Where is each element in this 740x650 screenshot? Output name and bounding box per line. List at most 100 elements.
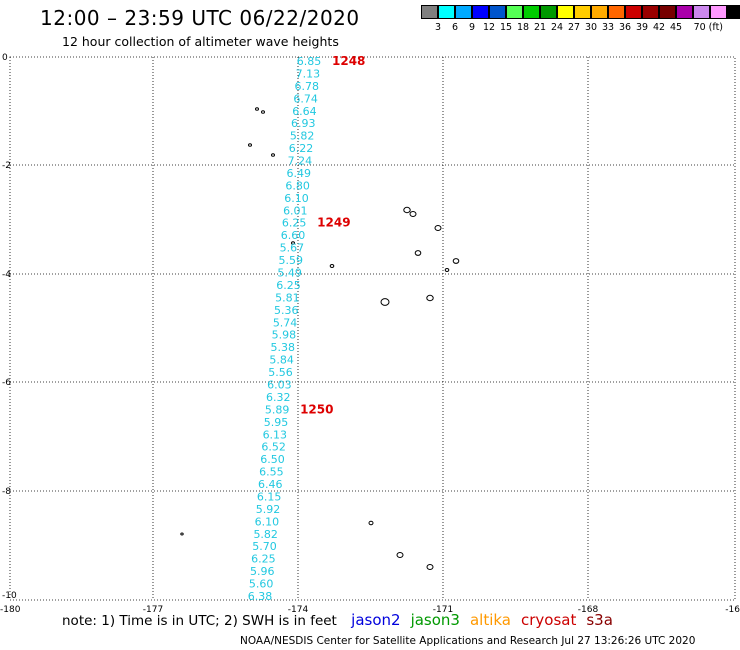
swh-value: 6.52	[261, 441, 286, 454]
note-text: note: 1) Time is in UTC; 2) SWH is in fe…	[62, 613, 337, 629]
island-outline	[452, 258, 460, 264]
island-outline	[434, 224, 442, 232]
colorbar-swatch	[574, 5, 591, 19]
orbit-number: 1249	[317, 216, 350, 230]
swh-value: 5.70	[252, 540, 277, 553]
y-tick-label: -6	[2, 378, 11, 388]
swh-value: 6.25	[251, 553, 276, 566]
colorbar-label: 24	[550, 22, 564, 33]
swh-value: 6.38	[248, 590, 273, 603]
swh-value: 7.13	[296, 67, 321, 80]
island-outline	[329, 263, 335, 269]
swh-value: 5.95	[264, 416, 289, 429]
colorbar-swatch	[642, 5, 659, 19]
swh-value: 6.80	[285, 179, 310, 192]
colorbar-swatch	[540, 5, 557, 19]
swh-value: 5.84	[269, 354, 294, 367]
swh-value: 6.03	[267, 378, 292, 391]
x-tick-label: -177	[143, 605, 163, 615]
island-outline	[409, 210, 417, 218]
swh-value: 6.50	[260, 453, 285, 466]
colorbar-swatch	[710, 5, 727, 19]
satellite-jason2: jason2	[351, 611, 401, 629]
swh-value: 5.96	[250, 565, 275, 578]
colorbar-swatch	[727, 5, 740, 19]
orbit-number: 1248	[332, 54, 365, 68]
colorbar-swatch	[659, 5, 676, 19]
island-outline	[444, 267, 450, 273]
colorbar-label: 12	[482, 22, 496, 33]
y-tick-label: 0	[2, 53, 8, 63]
swh-value: 5.92	[256, 503, 281, 516]
swh-value: 5.82	[253, 528, 278, 541]
swh-value: 6.10	[255, 515, 280, 528]
island-outlines	[180, 107, 460, 571]
swh-value: 5.59	[279, 254, 304, 267]
colorbar-label: 18	[516, 22, 530, 33]
swh-value: 5.56	[268, 366, 293, 379]
swh-value: 6.55	[259, 466, 284, 479]
x-tick-label: -16	[725, 605, 740, 615]
island-outline	[261, 110, 265, 114]
colorbar-swatch	[523, 5, 540, 19]
island-outline	[396, 551, 404, 559]
swh-value: 5.49	[277, 267, 302, 280]
colorbar-label: 45	[669, 22, 683, 33]
colorbar-swatch	[472, 5, 489, 19]
colorbar-label: 6	[451, 22, 459, 33]
x-tick-label: -174	[288, 605, 309, 615]
swh-value: 6.64	[292, 105, 317, 118]
island-outline	[426, 563, 434, 571]
swh-value: 5.89	[265, 403, 290, 416]
colorbar-label: 9	[468, 22, 476, 33]
colorbar-swatch	[506, 5, 523, 19]
colorbar-label: 21	[533, 22, 547, 33]
satellite-cryosat: cryosat	[521, 611, 577, 629]
swh-value: 6.25	[276, 279, 301, 292]
colorbar-swatch	[625, 5, 642, 19]
swh-value: 5.60	[249, 578, 274, 591]
island-outline	[271, 153, 275, 157]
swh-value: 6.46	[258, 478, 283, 491]
colorbar-swatch	[421, 5, 438, 19]
colorbar-swatch	[676, 5, 693, 19]
colorbar-swatch	[455, 5, 472, 19]
swh-value: 6.25	[282, 217, 307, 230]
island-outline	[380, 298, 390, 306]
colorbar-swatch	[438, 5, 455, 19]
swh-value: 6.49	[286, 167, 311, 180]
swh-value: 6.60	[281, 229, 306, 242]
colorbar-label: 30	[584, 22, 598, 33]
colorbar-label: 33	[601, 22, 615, 33]
x-tick-label: -180	[0, 605, 21, 615]
swh-value: 5.36	[274, 304, 299, 317]
swh-value: 6.22	[289, 142, 314, 155]
y-tick-label: -8	[2, 487, 11, 497]
satellite-jason3: jason3	[410, 611, 460, 629]
swh-value: 6.78	[294, 80, 319, 93]
chart-subtitle: 12 hour collection of altimeter wave hei…	[62, 34, 339, 49]
colorbar-label: 15	[499, 22, 513, 33]
swh-value: 5.67	[280, 242, 305, 255]
island-outline	[403, 206, 411, 214]
island-outline	[180, 532, 184, 536]
island-outline	[291, 241, 295, 245]
swh-value: 6.15	[257, 490, 282, 503]
swh-value: 6.93	[291, 117, 316, 130]
colorbar-swatch	[489, 5, 506, 19]
colorbar-swatch	[591, 5, 608, 19]
swh-value: 5.74	[273, 316, 298, 329]
colorbar-label: 70 (ft)	[693, 22, 724, 33]
colorbar-swatch	[557, 5, 574, 19]
colorbar-label: 42	[652, 22, 666, 33]
swh-value: 6.01	[283, 204, 308, 217]
swh-value: 5.38	[271, 341, 296, 354]
legend-row: note: 1) Time is in UTC; 2) SWH is in fe…	[62, 611, 613, 629]
map-frame	[9, 56, 736, 601]
swh-value: 6.85	[297, 55, 322, 68]
island-outline	[426, 294, 434, 302]
island-outline	[248, 143, 252, 147]
island-outline	[255, 107, 259, 111]
y-tick-label: -10	[2, 591, 17, 601]
